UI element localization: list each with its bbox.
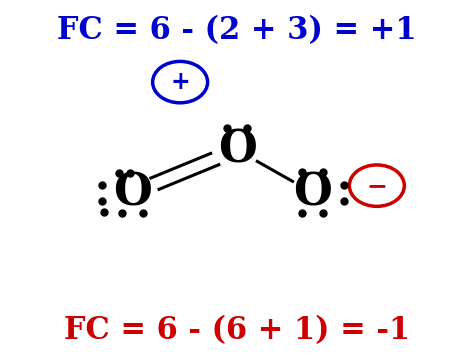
Text: −: − bbox=[366, 174, 387, 198]
Text: FC = 6 - (6 + 1) = -1: FC = 6 - (6 + 1) = -1 bbox=[64, 315, 410, 346]
Text: +: + bbox=[170, 70, 190, 94]
Text: O: O bbox=[293, 171, 332, 214]
Text: O: O bbox=[218, 129, 256, 171]
Text: FC = 6 - (2 + 3) = +1: FC = 6 - (2 + 3) = +1 bbox=[57, 15, 417, 46]
Text: O: O bbox=[113, 171, 152, 214]
